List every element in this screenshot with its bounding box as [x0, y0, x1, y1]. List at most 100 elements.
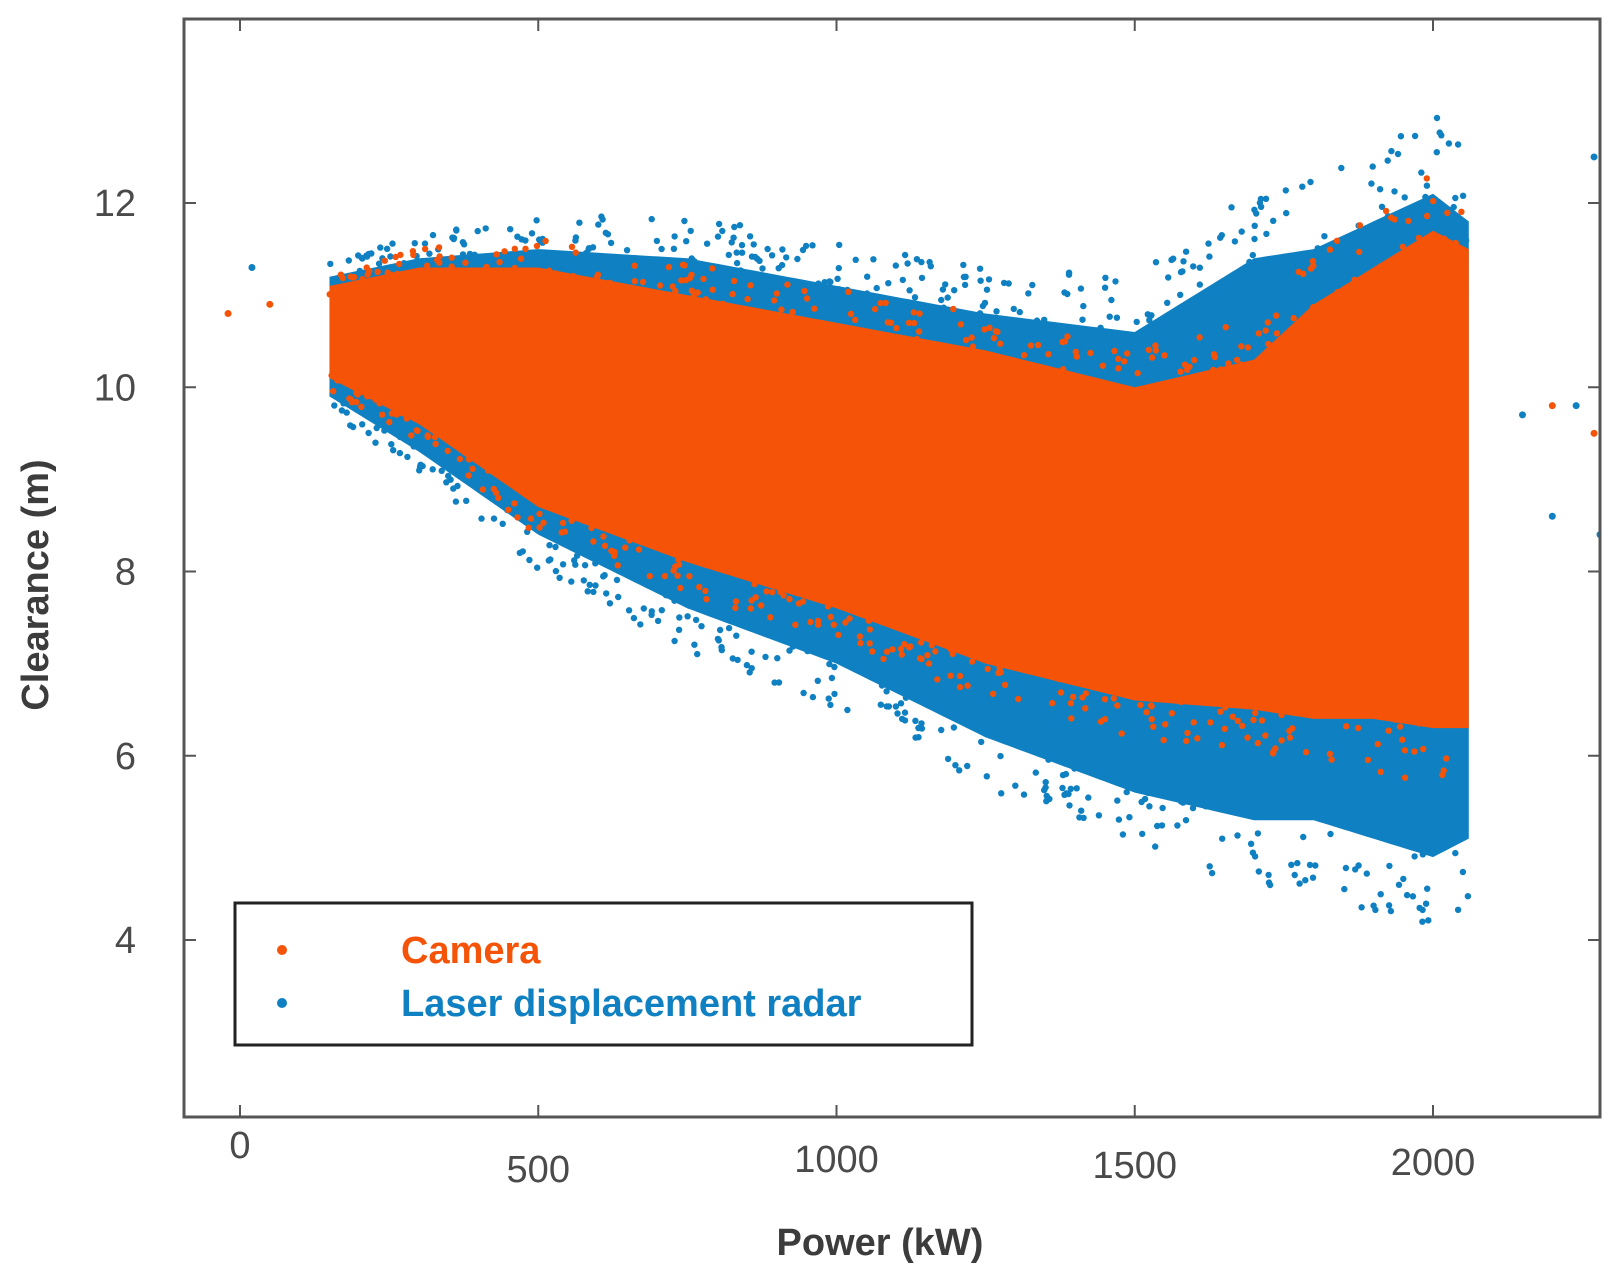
camera-point — [846, 602, 853, 610]
laser-radar-point — [602, 229, 609, 236]
laser-radar-point — [918, 258, 925, 266]
laser-radar-point — [741, 588, 748, 596]
laser-radar-point — [615, 593, 622, 601]
y-tick-label: 12 — [94, 183, 136, 225]
camera-point — [1137, 701, 1144, 709]
laser-radar-point — [725, 251, 732, 259]
camera-point — [568, 243, 576, 250]
camera-point — [1087, 349, 1094, 357]
camera-point — [1045, 351, 1052, 358]
camera-point — [1075, 400, 1082, 408]
laser-radar-point — [671, 637, 678, 645]
laser-radar-point — [1158, 822, 1166, 829]
camera-point — [702, 296, 709, 303]
camera-point — [1299, 348, 1307, 355]
camera-point — [431, 280, 438, 287]
laser-radar-point — [358, 254, 365, 262]
camera-point — [1415, 271, 1423, 278]
camera-point — [1191, 356, 1198, 364]
laser-radar-point — [1314, 245, 1321, 252]
camera-point — [1115, 355, 1122, 362]
camera-point — [1458, 208, 1465, 215]
laser-radar-point — [1384, 157, 1391, 164]
camera-point — [594, 506, 601, 513]
camera-point — [1006, 389, 1013, 397]
camera-point — [479, 272, 486, 280]
laser-radar-point — [671, 597, 678, 604]
camera-point — [1071, 677, 1078, 684]
camera-point — [368, 277, 375, 284]
camera-point — [1349, 308, 1357, 315]
camera-point — [675, 556, 682, 563]
laser-radar-point — [734, 656, 741, 664]
camera-point — [674, 572, 681, 579]
camera-point — [1447, 248, 1455, 255]
camera-point — [830, 621, 837, 628]
camera-point — [707, 312, 714, 319]
laser-radar-point — [960, 273, 968, 281]
camera-point — [1190, 375, 1197, 382]
laser-radar-point — [1108, 296, 1115, 304]
camera-point — [901, 598, 909, 605]
laser-radar-point — [389, 240, 396, 247]
camera-point — [1216, 666, 1224, 673]
laser-radar-point — [1013, 733, 1021, 740]
camera-point — [1315, 328, 1323, 335]
camera-point — [1426, 668, 1434, 675]
laser-radar-point — [1262, 195, 1270, 202]
laser-radar-point — [327, 260, 334, 268]
laser-radar-point — [1025, 290, 1032, 297]
laser-radar-outlier — [248, 263, 256, 271]
camera-point — [952, 620, 959, 627]
camera-point — [351, 282, 359, 289]
laser-radar-point — [675, 626, 683, 633]
laser-radar-point — [1323, 275, 1330, 282]
camera-point — [1210, 366, 1217, 374]
camera-point — [882, 299, 889, 307]
camera-point — [376, 400, 383, 407]
camera-point — [348, 399, 356, 406]
camera-point — [444, 447, 451, 455]
laser-radar-point — [918, 720, 925, 727]
camera-point — [806, 323, 814, 330]
laser-radar-point — [373, 424, 380, 432]
laser-radar-point — [708, 583, 716, 590]
camera-point — [889, 646, 896, 653]
laser-radar-point — [1452, 849, 1459, 857]
camera-point — [723, 540, 731, 547]
camera-point — [747, 282, 754, 289]
laser-radar-point — [849, 629, 857, 636]
laser-radar-point — [653, 552, 660, 559]
laser-radar-point — [1387, 907, 1395, 915]
laser-radar-point — [589, 549, 596, 557]
camera-point — [1405, 217, 1412, 225]
laser-radar-point — [1418, 169, 1425, 176]
laser-radar-point — [1020, 791, 1028, 798]
laser-radar-point — [1088, 755, 1096, 762]
laser-radar-outlier — [1548, 512, 1556, 520]
camera-point — [1027, 342, 1035, 349]
laser-radar-point — [377, 405, 384, 413]
laser-radar-point — [1418, 207, 1426, 215]
camera-point — [1381, 674, 1389, 682]
camera-point — [1219, 675, 1227, 682]
x-tick-label: 1500 — [1092, 1145, 1177, 1187]
camera-point — [329, 373, 337, 380]
laser-radar-point — [844, 706, 851, 714]
camera-point — [1420, 745, 1427, 753]
laser-radar-point — [1290, 798, 1298, 805]
camera-point — [1415, 234, 1423, 242]
camera-point — [1056, 675, 1063, 683]
laser-radar-point — [536, 236, 543, 243]
laser-radar-point — [619, 263, 626, 270]
camera-point — [1374, 740, 1382, 748]
camera-point — [1239, 378, 1246, 385]
camera-point — [1452, 239, 1459, 247]
camera-point — [364, 393, 371, 400]
laser-radar-point — [1183, 785, 1191, 793]
camera-point — [962, 336, 970, 344]
laser-radar-point — [1133, 318, 1140, 326]
laser-radar-point — [507, 226, 514, 233]
camera-point — [436, 253, 443, 260]
laser-radar-point — [998, 790, 1005, 797]
